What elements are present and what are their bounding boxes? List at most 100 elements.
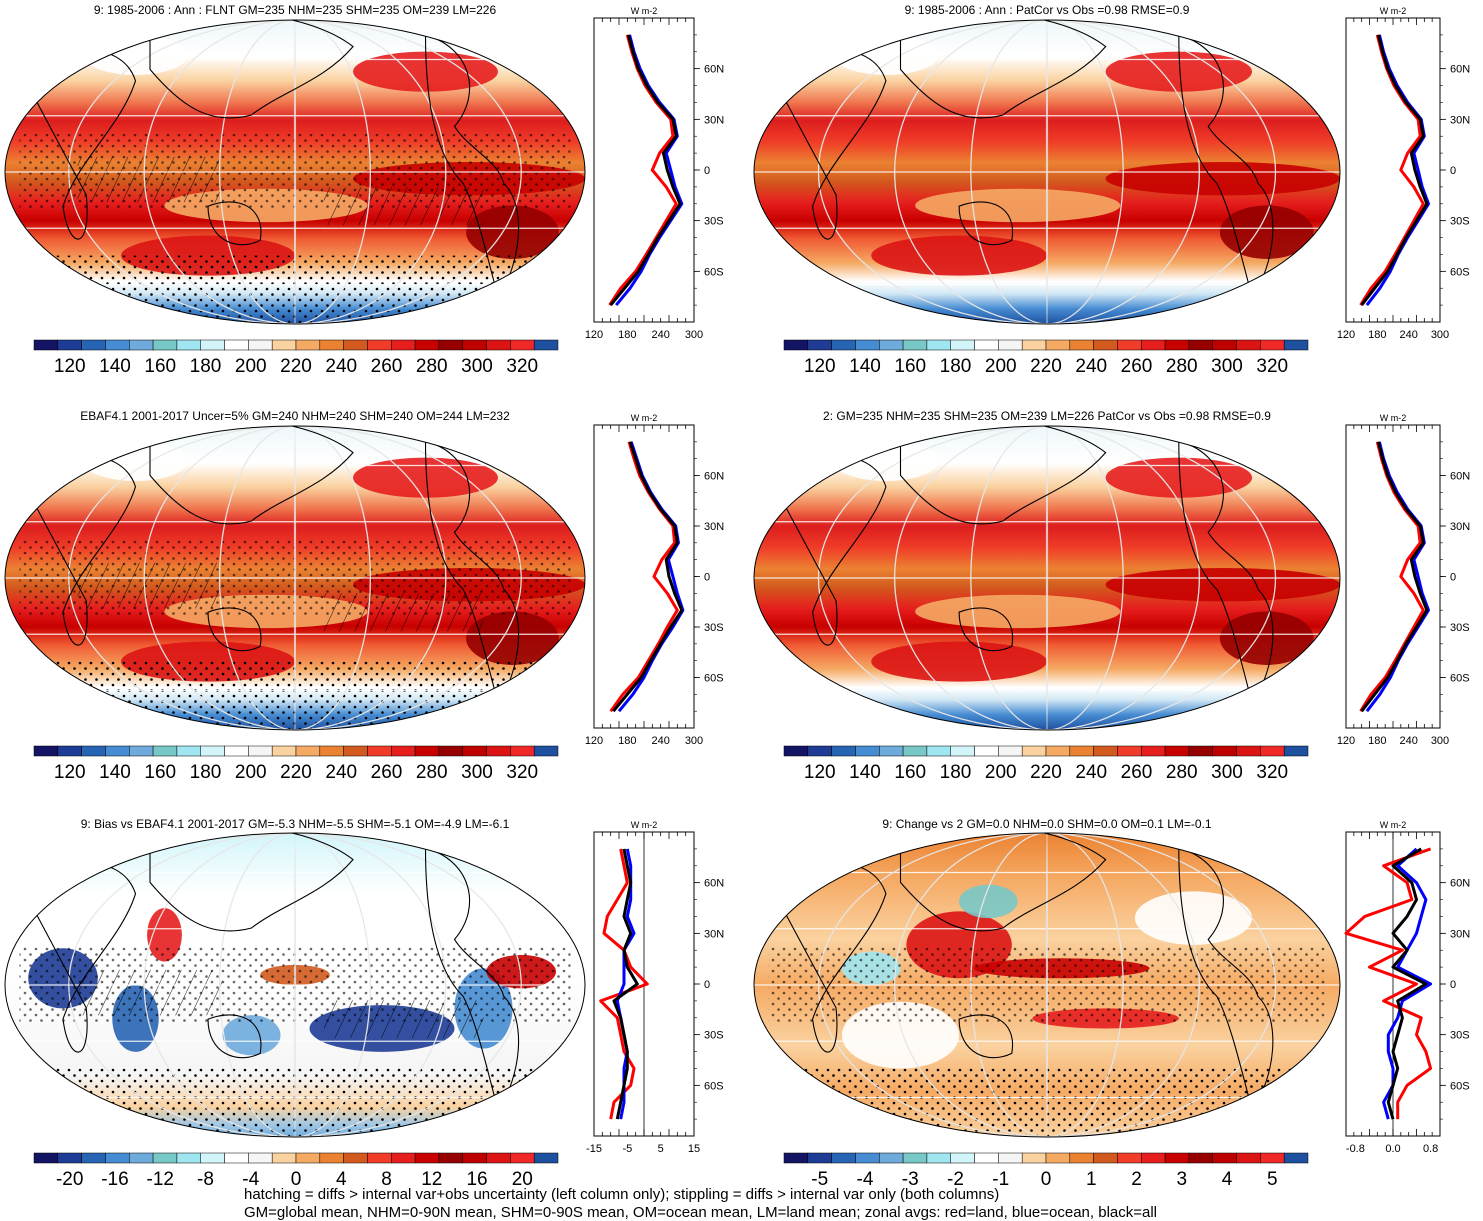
panel-title: 9: Change vs 2 GM=0.0 NHM=0.0 SHM=0.0 OM… [882, 817, 1211, 831]
colorbar-swatch [343, 339, 368, 351]
map-overlays [5, 20, 585, 324]
colorbar-swatch [998, 339, 1023, 351]
colorbar-tick-label: 220 [1030, 762, 1062, 783]
field-region [83, 34, 188, 76]
map-border [753, 19, 1341, 325]
coastline [149, 426, 354, 525]
coastline [1178, 34, 1274, 299]
hatching [77, 156, 223, 203]
colorbar-swatch [998, 745, 1023, 757]
colorbar-swatch [1021, 1152, 1047, 1164]
colorbar-swatch [1212, 745, 1237, 757]
x-tick-label: 240 [651, 735, 669, 747]
zonal-panel-6: -0.8 0.0 0.8 W m-2 60N 30N 0 30S 60S [1344, 820, 1470, 1155]
longitude-gridline [970, 833, 1124, 1137]
longitude-gridline [143, 833, 447, 1137]
zonal-frame [1345, 17, 1441, 323]
colorbar-tick-label: 180 [940, 356, 972, 377]
colorbar-swatch [1188, 745, 1213, 757]
colorbar-tick-label: 300 [461, 762, 493, 783]
colorbar-swatch [295, 1152, 321, 1164]
x-tick-label: 120 [585, 735, 603, 747]
colorbar-swatch [295, 745, 321, 757]
colorbar-swatch [950, 745, 975, 757]
colorbar-tick-label: 260 [371, 356, 403, 377]
colorbar-tick-label: 0 [1041, 1169, 1052, 1190]
colorbar-swatch [152, 1152, 178, 1164]
colorbar-swatch [855, 745, 880, 757]
x-tick-label: 240 [651, 329, 669, 341]
colorbar-swatch [1141, 339, 1166, 351]
y-tick-label: 60S [1450, 266, 1470, 278]
colorbar-swatch [1283, 1152, 1309, 1164]
all-zonal-line [1360, 34, 1429, 307]
y-tick-label: 60S [1450, 673, 1470, 685]
y-tick-label: 60N [704, 471, 724, 483]
colorbar-swatch [831, 339, 856, 351]
longitude-gridline [894, 20, 1200, 324]
colorbar-swatch [367, 339, 392, 351]
colorbar-tick-label: -8 [197, 1169, 214, 1190]
colorbar-tick-label: -16 [101, 1169, 128, 1190]
y-tick-label: 30N [1450, 928, 1470, 940]
colorbar-swatch [783, 339, 809, 351]
colorbar-swatch [391, 339, 416, 351]
ocean-zonal-line [617, 441, 685, 713]
colorbar-swatch [510, 339, 535, 351]
colorbar-tick-label: 120 [804, 356, 836, 377]
coastline [149, 833, 354, 932]
longitude-gridline [68, 426, 522, 730]
colorbar-swatch [1141, 745, 1166, 757]
colorbar-swatch [1021, 339, 1047, 351]
x-tick-label: 120 [585, 329, 603, 341]
coastline [207, 1014, 262, 1059]
colorbar-swatch [367, 745, 392, 757]
coastline [958, 201, 1014, 246]
colorbar-tick-label: -1 [992, 1169, 1009, 1190]
x-tick-label: -5 [622, 1143, 632, 1155]
map-border [4, 832, 586, 1138]
colorbar-swatch [248, 339, 273, 351]
colorbar-tick-label: 240 [325, 356, 357, 377]
colorbar-swatch [510, 745, 535, 757]
colorbar-swatch [1283, 745, 1309, 757]
colorbar-swatch [1188, 339, 1213, 351]
colorbar-swatch [1093, 1152, 1118, 1164]
hatching [324, 187, 484, 226]
longitude-gridline [1045, 833, 1049, 1137]
colorbar-swatch [1093, 339, 1118, 351]
longitude-gridline [143, 20, 447, 324]
colorbar-swatch [486, 339, 511, 351]
x-tick-label: 15 [688, 1143, 700, 1155]
x-tick-label: 180 [1368, 329, 1386, 341]
map-panel-5 [4, 832, 586, 1138]
colorbar-swatch [1117, 339, 1142, 351]
panel-title: 9: 1985-2006 : Ann : FLNT GM=235 NHM=235… [94, 3, 497, 17]
colorbar-swatch [831, 745, 856, 757]
colorbar-tick-label: 180 [190, 356, 222, 377]
longitude-gridline [1045, 20, 1049, 324]
map-border [753, 425, 1341, 731]
colorbar-swatch [33, 745, 59, 757]
colorbar-5: -20 -16 -12 -8 -4 0 4 8 12 16 20 [33, 1152, 559, 1190]
x-tick-label: 180 [618, 329, 636, 341]
unit-label: W m-2 [1380, 820, 1407, 830]
colorbar-swatch [1260, 1152, 1285, 1164]
colorbar-swatch [1212, 339, 1237, 351]
map-panel-6 [753, 832, 1341, 1138]
colorbar-tick-label: 240 [1075, 762, 1107, 783]
colorbar-1: 120 140 160 180 200 220 240 260 280 300 320 [33, 339, 559, 377]
colorbar-tick-label: 320 [506, 762, 538, 783]
y-tick-label: 0 [1450, 979, 1456, 991]
colorbar-tick-label: 3 [1176, 1169, 1187, 1190]
hatching [77, 969, 223, 1016]
colorbar-tick-label: 280 [416, 762, 448, 783]
colorbar-swatch [855, 1152, 880, 1164]
y-tick-label: 60S [704, 266, 724, 278]
colorbar-tick-label: -4 [242, 1169, 259, 1190]
longitude-gridline [817, 20, 1277, 324]
coastline [899, 426, 1107, 525]
colorbar-swatch [783, 745, 809, 757]
colorbar-tick-label: 200 [985, 356, 1017, 377]
unit-label: W m-2 [631, 6, 658, 16]
